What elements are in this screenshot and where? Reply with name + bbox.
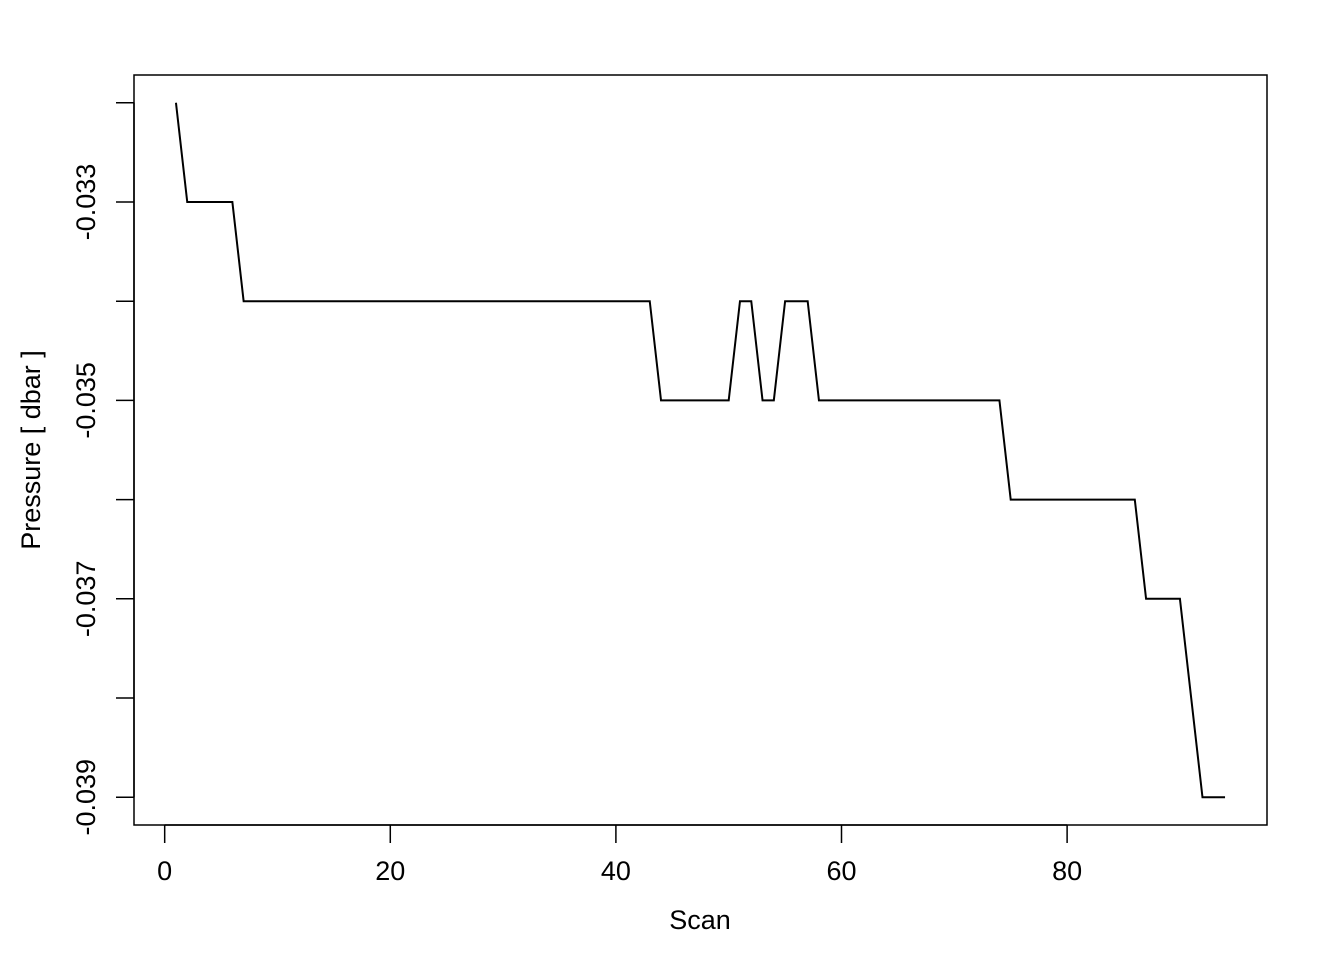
y-tick-label: -0.039 xyxy=(71,759,101,836)
y-tick-label: -0.033 xyxy=(71,164,101,241)
x-axis-label: Scan xyxy=(669,905,731,935)
x-tick-label: 0 xyxy=(157,856,172,886)
x-tick-label: 20 xyxy=(375,856,405,886)
y-tick-label: -0.035 xyxy=(71,362,101,439)
x-tick-label: 40 xyxy=(601,856,631,886)
data-line xyxy=(174,102,1226,799)
y-axis-label: Pressure [ dbar ] xyxy=(16,350,46,550)
y-tick-label: -0.037 xyxy=(71,561,101,638)
x-tick-label: 60 xyxy=(826,856,856,886)
plot-box xyxy=(133,74,1268,826)
x-tick-label: 80 xyxy=(1052,856,1082,886)
